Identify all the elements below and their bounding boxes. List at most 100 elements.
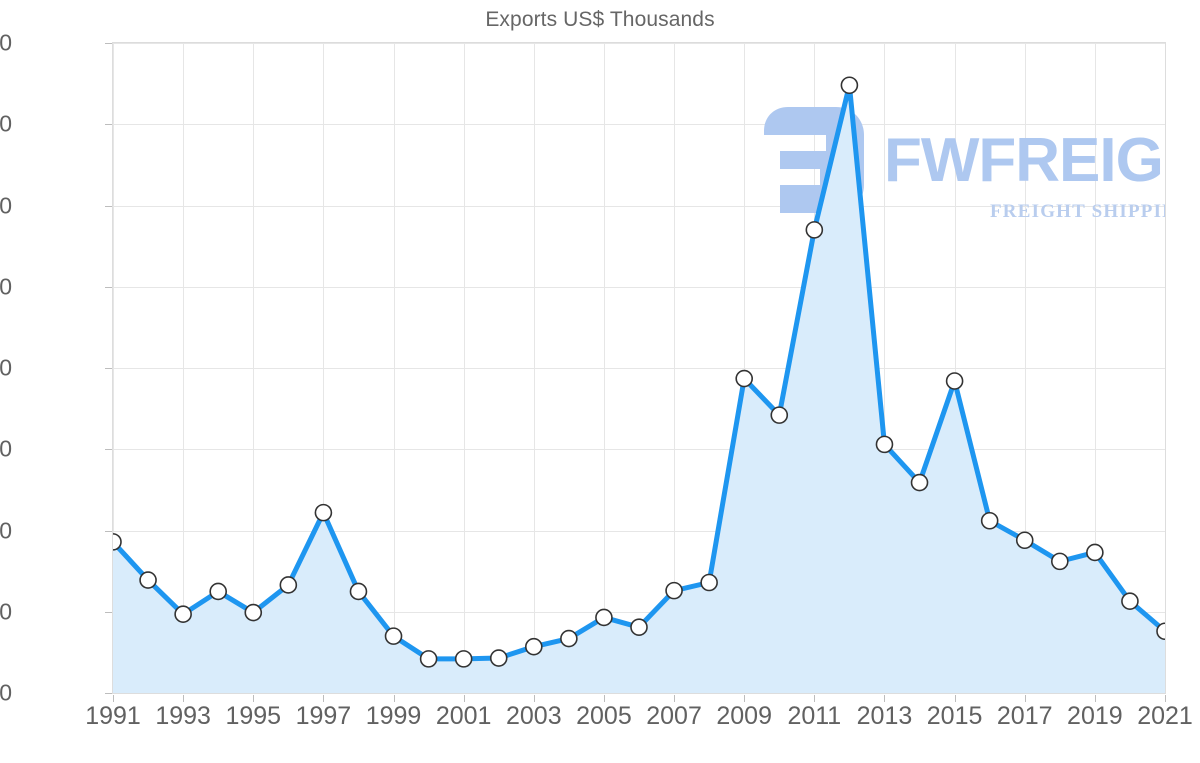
data-point-2018[interactable] <box>1050 552 1069 571</box>
y-axis-tick-label: 0 <box>0 679 12 706</box>
data-point-2019[interactable] <box>1086 543 1104 562</box>
gridline-horizontal <box>113 530 1165 532</box>
y-axis-tick-mark <box>105 530 112 532</box>
y-axis-tick-label: 200 000 <box>0 517 12 543</box>
x-axis-tick-mark <box>744 695 746 702</box>
data-point-2021[interactable] <box>1156 622 1166 641</box>
x-axis-tick-label: 2015 <box>926 702 983 730</box>
gridline-vertical <box>1024 43 1026 693</box>
data-point-2005[interactable] <box>595 608 613 627</box>
x-axis-tick-mark <box>814 695 816 702</box>
gridline-horizontal <box>113 124 1165 126</box>
data-point-1996[interactable] <box>279 576 298 594</box>
gridline-horizontal <box>113 449 1165 451</box>
data-point-1999[interactable] <box>384 627 403 645</box>
x-axis-tick-mark <box>954 695 956 702</box>
x-axis-tick-mark <box>1165 695 1166 702</box>
gridline-vertical <box>393 43 395 693</box>
x-axis-tick-mark <box>1024 695 1026 702</box>
gridline-vertical <box>323 43 325 693</box>
data-point-2016[interactable] <box>980 511 999 530</box>
data-point-2007[interactable] <box>665 581 683 600</box>
data-point-1998[interactable] <box>349 582 368 601</box>
data-point-2010[interactable] <box>770 406 789 424</box>
data-point-2017[interactable] <box>1015 531 1034 550</box>
y-axis-tick-label: 800 000 <box>0 29 12 56</box>
data-point-1991[interactable] <box>112 533 122 551</box>
gridline-vertical <box>253 43 255 693</box>
data-point-2013[interactable] <box>875 435 894 454</box>
x-axis-tick-mark <box>113 695 114 702</box>
gridline-vertical <box>463 43 465 693</box>
y-axis-tick-mark <box>105 449 112 451</box>
y-axis-tick-mark <box>105 286 112 288</box>
gridline-vertical <box>884 43 886 693</box>
y-axis-tick-mark <box>105 124 112 126</box>
plot-area: FWFREIGHT FREIGHT SHIPPING <box>112 42 1166 694</box>
y-axis-tick-mark <box>105 43 112 44</box>
data-point-2000[interactable] <box>419 650 438 668</box>
x-axis-tick-label: 1991 <box>85 702 141 730</box>
gridline-horizontal <box>113 368 1165 369</box>
gridline-vertical <box>183 43 185 693</box>
y-axis-tick-mark <box>105 693 112 694</box>
y-axis-tick-label: 400 000 <box>0 354 12 381</box>
x-axis-tick-label: 2017 <box>996 702 1053 730</box>
data-point-2011[interactable] <box>805 221 824 239</box>
data-point-2020[interactable] <box>1121 592 1139 610</box>
x-axis-tick-label: 2011 <box>787 702 842 730</box>
x-axis-tick-label: 2019 <box>1067 702 1123 730</box>
x-axis-tick-mark <box>183 695 185 702</box>
y-axis-tick-mark <box>105 368 112 369</box>
x-axis-tick-label: 1993 <box>155 702 211 730</box>
data-point-1993[interactable] <box>174 605 192 623</box>
x-axis-tick-label: 2005 <box>576 702 632 730</box>
data-point-2012[interactable] <box>840 76 859 95</box>
x-axis-tick-mark <box>323 695 325 702</box>
y-axis-tick-mark <box>105 611 112 613</box>
area-fill-path <box>113 85 1165 693</box>
data-point-2014[interactable] <box>910 473 929 492</box>
gridline-vertical <box>744 43 746 693</box>
gridline-vertical <box>674 43 676 693</box>
gridline-vertical <box>533 43 535 693</box>
x-axis-tick-label: 2003 <box>505 702 562 730</box>
x-axis-tick-mark <box>533 695 535 702</box>
x-axis-tick-label: 2021 <box>1137 702 1193 730</box>
y-axis-tick-label: 300 000 <box>0 435 12 462</box>
x-axis-tick-label: 1999 <box>365 702 422 730</box>
data-point-1994[interactable] <box>209 582 227 601</box>
gridline-horizontal <box>113 205 1165 207</box>
gridline-horizontal <box>113 43 1165 44</box>
x-axis-tick-label: 1997 <box>295 702 352 730</box>
data-point-2008[interactable] <box>700 573 718 592</box>
x-axis-tick-mark <box>884 695 886 702</box>
data-point-markers <box>112 76 1166 668</box>
data-point-2006[interactable] <box>630 618 648 636</box>
data-point-2001[interactable] <box>454 650 473 668</box>
data-point-2002[interactable] <box>489 649 508 667</box>
gridline-horizontal <box>113 286 1165 288</box>
y-axis-tick-label: 500 000 <box>0 273 12 300</box>
chart-title: Exports US$ Thousands <box>485 8 715 31</box>
exports-series <box>112 76 1166 693</box>
x-axis-tick-label: 2007 <box>646 702 702 730</box>
y-axis-tick-mark <box>105 205 112 207</box>
gridline-vertical <box>1094 43 1096 693</box>
gridline-horizontal <box>113 611 1165 613</box>
gridline-vertical <box>113 43 114 693</box>
y-axis-tick-label: 700 000 <box>0 110 12 137</box>
x-axis-tick-mark <box>253 695 255 702</box>
data-point-1997[interactable] <box>314 503 333 522</box>
data-point-2015[interactable] <box>945 372 964 390</box>
data-point-1995[interactable] <box>244 603 263 622</box>
data-point-2009[interactable] <box>735 369 754 388</box>
data-point-2003[interactable] <box>524 637 543 656</box>
data-point-1992[interactable] <box>139 571 157 589</box>
x-axis-tick-label: 2001 <box>435 702 492 730</box>
y-axis-tick-label: 600 000 <box>0 192 12 218</box>
gridline-vertical <box>954 43 956 693</box>
gridline-vertical <box>1165 43 1166 693</box>
data-point-2004[interactable] <box>560 629 578 648</box>
